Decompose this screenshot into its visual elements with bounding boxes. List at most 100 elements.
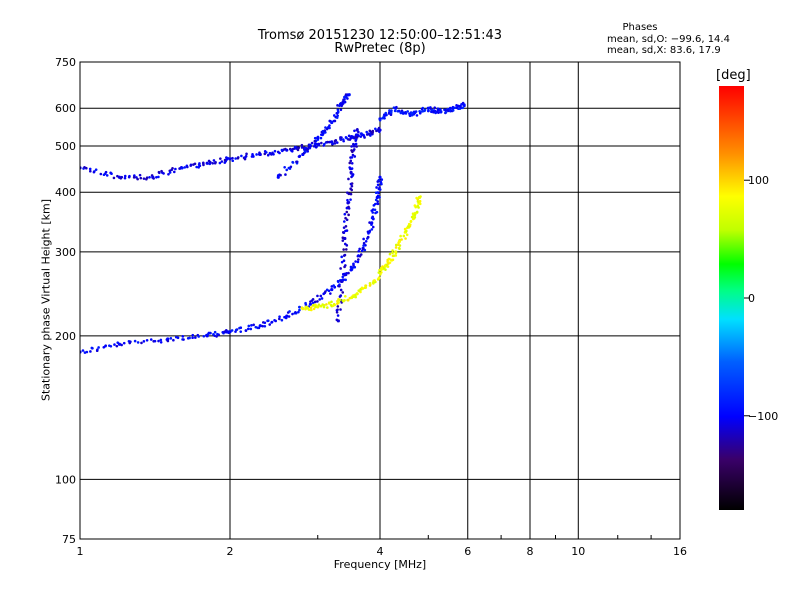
echo-point <box>355 128 359 132</box>
echo-point <box>333 142 337 145</box>
chart-subtitle: RwPretec (8p) <box>334 41 426 56</box>
echo-point <box>213 330 217 334</box>
echo-point <box>457 104 460 108</box>
echo-point <box>361 287 365 290</box>
echo-point <box>245 152 248 156</box>
echo-point <box>350 156 354 159</box>
echo-point <box>349 198 352 201</box>
echo-point <box>99 172 103 176</box>
echo-point <box>444 111 448 114</box>
echo-point <box>347 201 351 204</box>
echo-point <box>298 308 301 312</box>
echo-point <box>213 161 217 165</box>
x-axis-ticks: 1 2 4 6 8 10 16 <box>77 535 687 558</box>
echo-point <box>335 318 339 322</box>
echo-point <box>110 172 113 176</box>
echo-point <box>244 329 248 332</box>
echo-point <box>231 159 235 163</box>
echo-point <box>353 129 356 133</box>
echo-point <box>383 117 386 120</box>
echo-point <box>231 156 234 160</box>
echo-point <box>349 187 352 190</box>
echo-point <box>355 292 359 296</box>
echo-point <box>408 113 412 117</box>
echo-point <box>298 305 301 309</box>
echo-point <box>347 205 350 209</box>
echo-point <box>171 167 174 170</box>
echo-point <box>350 161 354 165</box>
echo-point <box>343 212 347 216</box>
echo-point <box>414 110 418 113</box>
echo-point <box>219 157 222 160</box>
echo-point <box>340 255 344 259</box>
x-tick-label: 1 <box>77 545 84 558</box>
echo-point <box>289 165 293 169</box>
echo-point <box>307 145 311 149</box>
echo-point <box>360 132 363 135</box>
echo-point <box>398 240 402 243</box>
echo-point <box>330 120 333 123</box>
echo-point <box>314 305 317 309</box>
echo-point <box>152 177 155 180</box>
echo-point <box>316 135 320 139</box>
echo-point <box>263 324 267 328</box>
echo-point <box>416 200 420 203</box>
echo-point <box>337 280 340 284</box>
echo-point <box>157 170 161 174</box>
echo-point <box>355 135 359 139</box>
echo-point <box>115 344 119 348</box>
echo-point <box>128 174 131 178</box>
echo-point <box>387 257 391 261</box>
echo-point <box>377 276 381 280</box>
echo-point <box>186 165 189 169</box>
echo-point <box>298 155 301 158</box>
echo-point <box>394 246 398 249</box>
echo-point <box>228 157 232 161</box>
echo-point <box>409 219 413 223</box>
echo-point <box>343 299 346 302</box>
echo-point <box>324 290 327 293</box>
echo-point <box>230 329 234 332</box>
echo-point <box>346 198 349 202</box>
echo-point <box>394 251 398 255</box>
echo-point <box>234 157 237 160</box>
echo-point <box>228 330 232 334</box>
echo-point <box>376 180 380 183</box>
echo-point <box>343 294 347 298</box>
echo-point <box>313 136 317 140</box>
echo-point <box>318 298 322 301</box>
echo-point <box>234 328 238 332</box>
echo-point <box>88 167 92 171</box>
echo-point <box>88 169 92 173</box>
x-tick-label: 4 <box>377 545 384 558</box>
echo-point <box>162 172 165 175</box>
echo-point <box>347 271 350 275</box>
echo-point <box>316 300 319 303</box>
echo-point <box>273 318 276 322</box>
echo-point <box>238 326 241 330</box>
echo-point <box>406 225 410 228</box>
echo-point <box>378 118 382 122</box>
echo-point <box>311 301 315 305</box>
echo-point <box>205 161 209 165</box>
echo-point <box>323 129 327 132</box>
echo-point <box>377 187 381 191</box>
echo-point <box>356 260 360 264</box>
echo-point <box>388 261 392 264</box>
echo-point <box>321 303 324 306</box>
echo-point <box>157 175 160 179</box>
echo-point <box>97 346 100 349</box>
echo-point <box>406 110 409 113</box>
echo-point <box>342 98 345 102</box>
echo-point <box>325 303 328 306</box>
y-tick-label: 200 <box>55 330 76 343</box>
y-tick-label: 75 <box>62 533 76 546</box>
echo-point <box>371 225 375 229</box>
echo-point <box>294 310 297 314</box>
echo-point <box>335 116 339 119</box>
echo-point <box>350 145 353 148</box>
echo-point <box>297 310 300 314</box>
echo-point <box>197 163 201 167</box>
echo-point <box>225 158 229 161</box>
echo-point <box>155 176 158 179</box>
